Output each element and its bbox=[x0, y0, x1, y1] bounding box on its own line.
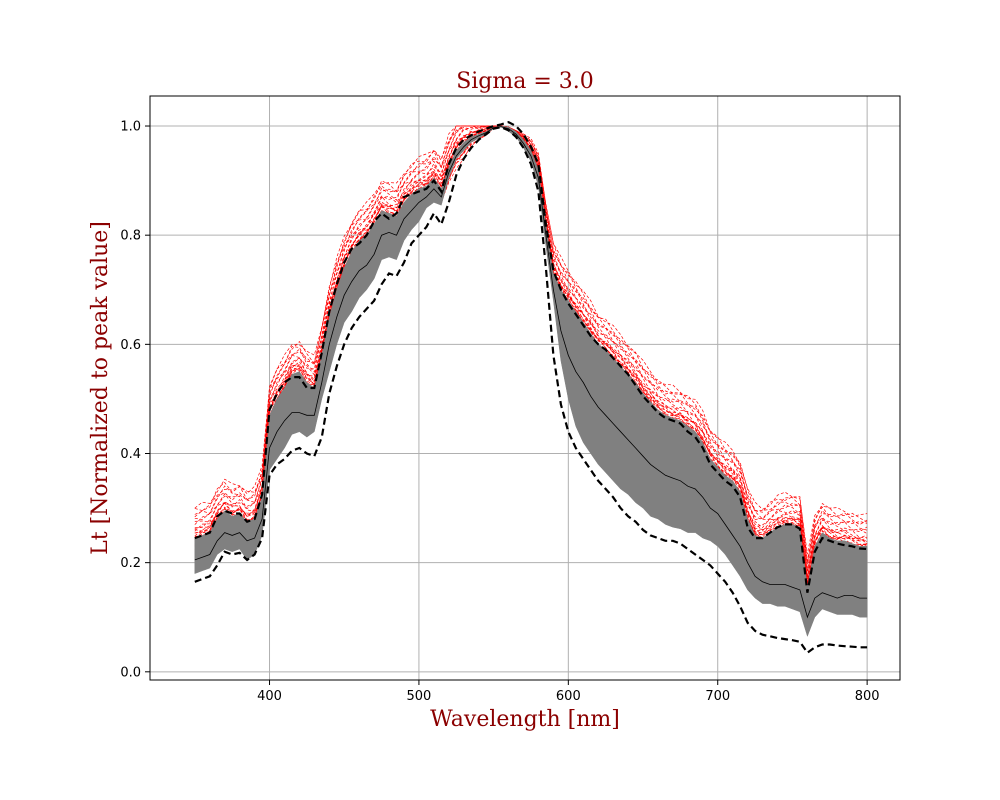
red-variant-line bbox=[194, 125, 868, 571]
x-tick-label: 800 bbox=[855, 689, 880, 704]
upper-bound-line bbox=[194, 121, 868, 593]
y-tick-label: 0.6 bbox=[120, 338, 141, 353]
red-variant-line bbox=[194, 125, 868, 586]
uncertainty-band bbox=[194, 125, 868, 638]
y-axis-label: Lt [Normalized to peak value] bbox=[88, 221, 113, 555]
x-tick-label: 500 bbox=[407, 689, 432, 704]
red-variant-line bbox=[194, 125, 868, 565]
mean-line bbox=[194, 126, 868, 619]
lower-bound-line bbox=[194, 125, 868, 655]
x-axis-label: Wavelength [nm] bbox=[430, 707, 620, 732]
chart-title: Sigma = 3.0 bbox=[456, 69, 594, 94]
red-variant-line bbox=[194, 125, 868, 585]
y-tick-label: 0.0 bbox=[120, 665, 141, 680]
y-tick-label: 0.2 bbox=[120, 556, 141, 571]
axes-frame bbox=[149, 95, 901, 681]
x-tick-label: 600 bbox=[556, 689, 581, 704]
red-variant-line bbox=[194, 125, 868, 577]
y-tick-label: 1.0 bbox=[120, 120, 141, 135]
red-variant-line bbox=[194, 125, 868, 563]
axis-ticks: 400 500 600 700 800 0.0 0.2 0.4 0.6 0.8 1.0 bbox=[120, 120, 879, 704]
plot-area bbox=[194, 121, 868, 655]
y-tick-label: 0.4 bbox=[120, 447, 141, 462]
x-tick-label: 700 bbox=[705, 689, 730, 704]
x-tick-label: 400 bbox=[257, 689, 282, 704]
y-tick-label: 0.8 bbox=[120, 229, 141, 244]
